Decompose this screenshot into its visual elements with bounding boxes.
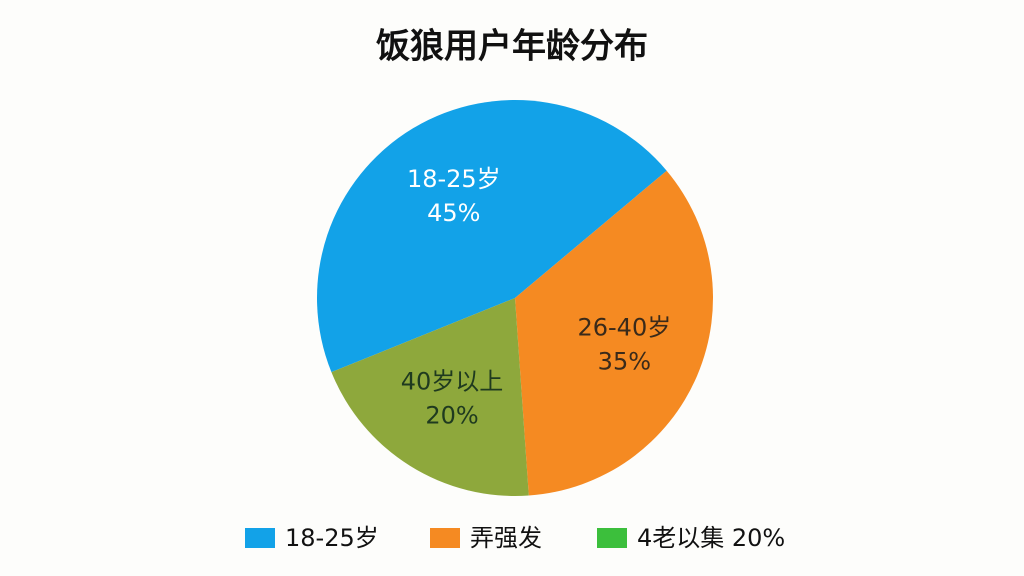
slice-label: 18-25岁	[407, 165, 501, 193]
legend-swatch	[597, 528, 627, 548]
pie-slice	[331, 298, 529, 496]
chart-title: 饭狼用户年龄分布	[376, 27, 648, 67]
legend-swatch	[245, 528, 275, 548]
slice-label: 26-40岁	[577, 313, 671, 341]
legend-label: 弄强发	[470, 524, 542, 552]
pie-slice	[317, 99, 667, 373]
slice-value-label: 35%	[598, 347, 651, 375]
slice-value-label: 45%	[427, 199, 480, 227]
legend-label: 4老以集 20%	[637, 524, 785, 552]
legend-label: 18-25岁	[285, 524, 379, 552]
pie-slice	[515, 170, 713, 496]
legend-swatch	[430, 528, 460, 548]
slice-value-label: 20%	[425, 402, 478, 430]
slice-label: 40岁以上	[401, 368, 504, 396]
